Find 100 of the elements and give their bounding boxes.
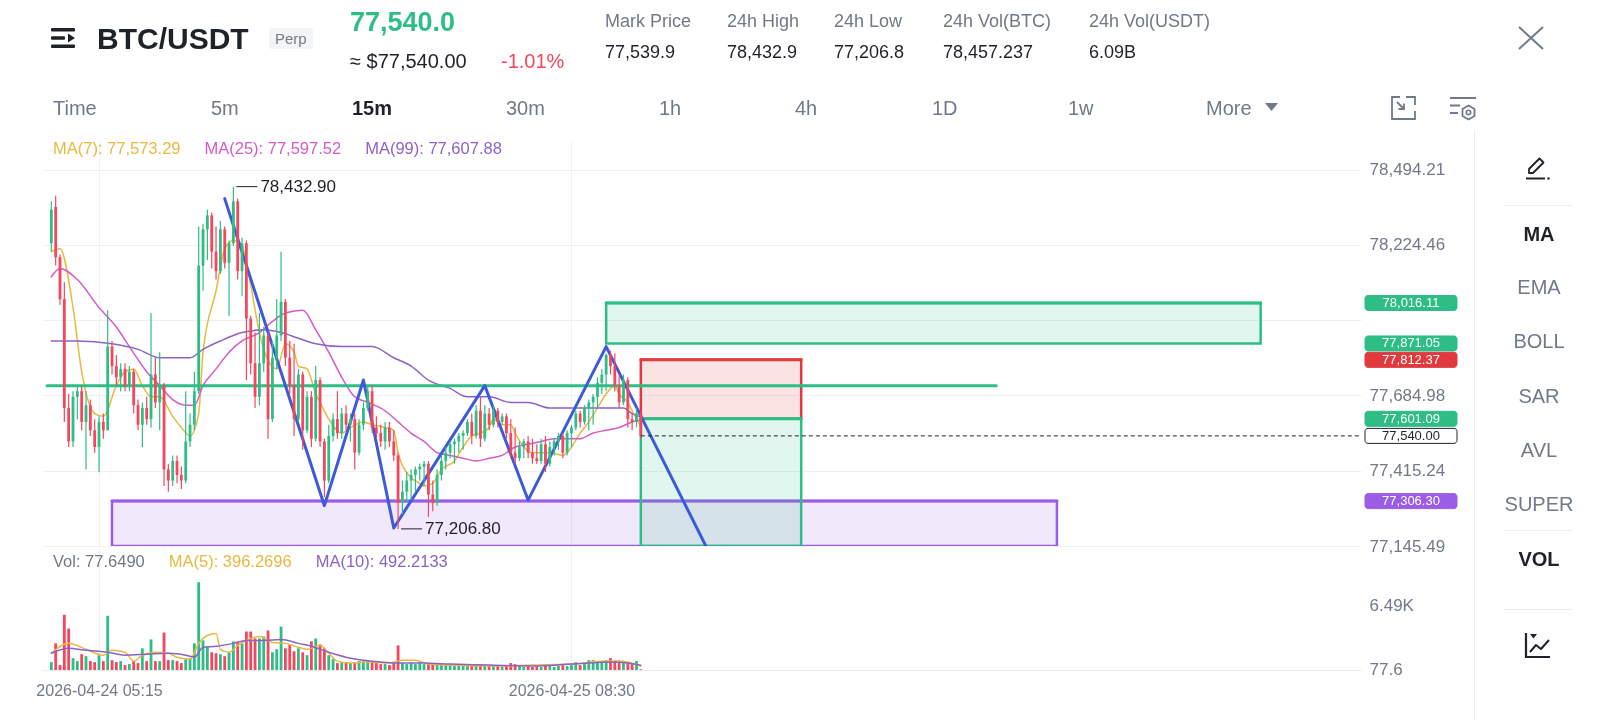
y-tick-label: 78,224.46 [1369,235,1446,255]
text: MA(25): 77,597.52 [204,139,342,157]
candlestick [609,350,612,376]
text: MA(7): 77,573.29 [53,139,181,157]
bar [565,666,569,670]
text: SAR [1518,384,1560,408]
bar [179,663,183,670]
candlestick [505,412,508,440]
text: -1.01% [501,49,565,73]
candlestick [513,426,517,465]
text: 24h Low [834,10,903,32]
bar [184,659,188,670]
text: 1w [1068,96,1094,120]
x-tick-label: 2026-04-24 05:15 [36,681,163,699]
candlestick [479,396,482,448]
annotation: 78,432.90 [260,176,337,196]
candlestick [444,446,448,470]
candlestick [535,443,539,465]
candlestick [570,424,573,448]
candlestick [453,438,456,465]
candlestick [457,432,461,454]
y-tick-label: 77,145.49 [1369,536,1446,556]
candlestick [405,471,409,504]
candlestick [552,438,556,457]
text: MA(5): 396.2696 [168,552,292,570]
ref-line-label: 77,540.00 [1382,427,1440,443]
y-tick-label: 77.6 [1369,659,1403,679]
text: 78,457.237 [943,41,1034,63]
bar [283,648,287,670]
bar [132,661,136,670]
candlestick [392,429,396,462]
candlestick [526,435,530,459]
bar [379,664,383,670]
bar [548,666,552,670]
bar [275,649,279,670]
bar [388,665,391,670]
text: 77,206.8 [834,41,905,63]
candlestick [557,432,560,451]
text: 4h [795,96,818,120]
bar [552,667,556,670]
text: VOL [1518,547,1560,571]
bar [453,666,456,670]
text: Perp [269,27,313,49]
y-tick-label: 78,494.21 [1369,160,1446,180]
line-series [50,267,642,462]
bar [127,664,131,670]
candlestick [613,352,617,392]
text: 1h [659,96,682,120]
bar [119,661,123,670]
candlestick [531,438,534,465]
bar [539,667,543,670]
text: 78,016.11 [1382,294,1440,310]
text: 24h Vol(USDT) [1089,10,1211,32]
candlestick [466,418,469,437]
bar [288,644,292,670]
candlestick [171,454,175,487]
line-series [50,632,642,667]
x-tick-label: 2026-04-25 08:30 [508,681,636,699]
text: BOLL [1513,329,1565,353]
text: MA(99): 77,607.88 [365,139,502,157]
bar [561,665,565,670]
annotation: Vol: 77.6490 [53,552,145,570]
candlestick [518,440,521,462]
bar [297,648,300,670]
bar [461,666,465,670]
bar [218,654,222,670]
candlestick [583,404,586,426]
candlestick [440,454,443,482]
line-series [50,638,642,667]
candlestick [336,390,339,440]
y-tick-label: 6.49K [1369,596,1415,616]
candlestick [145,396,149,426]
bar [205,646,209,670]
bar [270,652,274,670]
bar [314,638,318,670]
candlestick [275,298,279,370]
candlestick [591,393,595,426]
candlestick [379,424,383,448]
bar [262,636,266,670]
candlestick [470,412,474,445]
candlestick [179,465,183,490]
text: 24h Vol(BTC) [943,10,1052,32]
bar [249,631,253,670]
candlestick [630,412,634,431]
text: Time [53,96,97,120]
text: EMA [1517,275,1561,299]
candlestick [388,421,391,448]
candlestick [565,429,569,457]
candlestick [522,438,526,459]
candlestick [349,412,352,443]
bar [101,661,105,670]
bar [49,662,53,670]
bar [210,652,214,670]
text: 6.09B [1089,41,1137,63]
bar [114,662,118,670]
bar [583,664,586,670]
text: 77,540.0 [350,6,456,38]
bar [171,660,175,670]
candlestick [401,479,404,515]
text: More [1206,96,1252,120]
